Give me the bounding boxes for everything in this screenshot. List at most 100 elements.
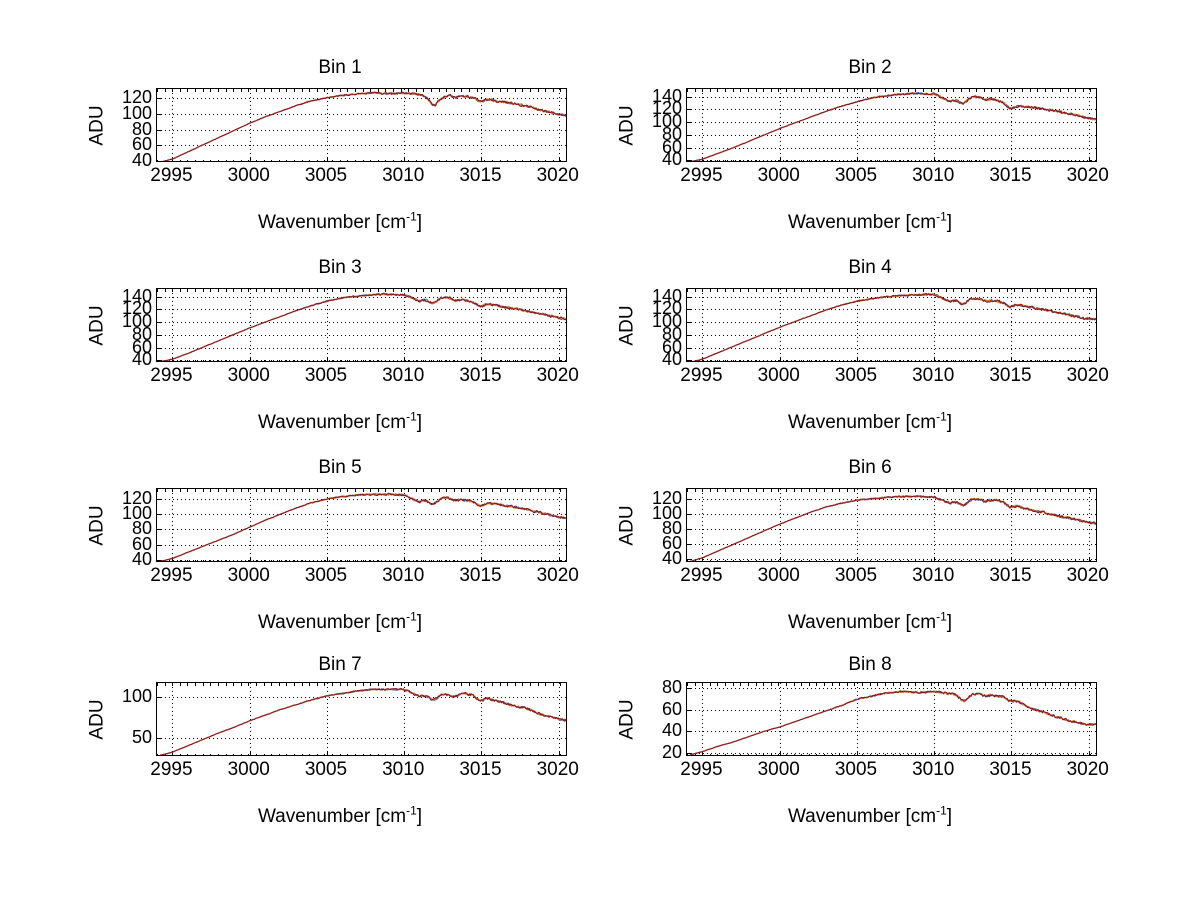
y-tick-label: 60 <box>661 136 682 157</box>
y-tick-label: 40 <box>131 150 152 171</box>
subplot-title: Bin 5 <box>318 457 362 478</box>
y-tick-label: 120 <box>121 487 152 508</box>
spectrum-line <box>160 687 566 755</box>
y-tick-label: 20 <box>661 741 682 762</box>
x-axis-label: Wavenumber [cm-1] <box>80 609 600 633</box>
x-tick-label: 3000 <box>227 365 270 386</box>
y-tick-labels: 40 60 80 100 120 140 <box>628 85 682 169</box>
x-tick-label: 3010 <box>912 759 955 780</box>
x-tick-label: 3005 <box>834 365 878 386</box>
x-axis-label-main: Wavenumber [cm <box>787 806 937 827</box>
subplot-6: Bin 6 ADU 40 60 80 100 120 2995 3000 3005 3010 3015… <box>610 458 1130 643</box>
y-tick-label: 120 <box>651 298 682 319</box>
x-tick-label: 3015 <box>459 365 502 386</box>
y-tick-label: 140 <box>121 285 152 306</box>
spectrum-line <box>159 688 566 755</box>
subplot-5: Bin 5 ADU 40 60 80 100 120 2995 3000 3005 3010 3015… <box>80 458 600 643</box>
y-tick-label: 120 <box>651 98 682 119</box>
x-tick-label: 3000 <box>757 165 800 186</box>
x-axis-label-exponent: -1 <box>406 209 417 224</box>
x-tick-label: 3005 <box>304 365 348 386</box>
x-axis-label-exponent: -1 <box>406 609 417 624</box>
spectrum-line <box>160 493 566 561</box>
y-tick-label: 140 <box>651 85 682 106</box>
x-axis-label-main: Wavenumber [cm <box>257 412 407 433</box>
y-tick-label: 120 <box>121 298 152 319</box>
x-tick-label: 3010 <box>382 165 425 186</box>
y-tick-label: 100 <box>121 311 152 332</box>
x-tick-label: 3005 <box>834 565 878 586</box>
x-axis-label-exponent: -1 <box>936 409 947 424</box>
y-tick-label: 60 <box>661 698 682 719</box>
y-tick-label: 100 <box>121 503 152 524</box>
x-tick-label: 2995 <box>150 165 193 186</box>
x-axis-label-main: Wavenumber [cm <box>787 612 937 633</box>
x-tick-label: 2995 <box>680 565 723 586</box>
x-axis-label: Wavenumber [cm-1] <box>610 805 1130 827</box>
x-tick-label: 3020 <box>536 165 579 186</box>
plot-svg <box>687 489 1096 561</box>
x-tick-label: 3010 <box>912 565 955 586</box>
y-tick-label: 120 <box>651 487 682 508</box>
y-tick-labels: 50 100 <box>98 682 152 756</box>
x-tick-label: 3015 <box>989 759 1032 780</box>
y-tick-label: 40 <box>661 720 682 741</box>
y-tick-label: 60 <box>661 532 682 553</box>
x-axis-label: Wavenumber [cm-1] <box>80 209 600 233</box>
x-tick-label: 3000 <box>757 565 800 586</box>
spectrum-line <box>689 495 1096 561</box>
plot-axes <box>686 682 1097 756</box>
x-axis-label: Wavenumber [cm-1] <box>610 409 1130 433</box>
x-axis-label-main: Wavenumber [cm <box>787 212 937 233</box>
x-axis-label-main: Wavenumber [cm <box>257 612 407 633</box>
x-tick-label: 3020 <box>536 565 579 586</box>
y-tick-label: 40 <box>131 349 152 370</box>
x-axis-label-tail: ] <box>416 612 423 633</box>
subplot-1: Bin 1 ADU 40 60 80 100 120 2995 3000 3005 3010 3015… <box>80 58 600 243</box>
subplot-3: Bin 3 ADU 40 60 80 100 120 140 2995 3000 3005 3010 3… <box>80 258 600 443</box>
plot-axes <box>156 488 567 562</box>
y-tick-label: 60 <box>131 336 152 357</box>
x-tick-label: 3015 <box>459 165 502 186</box>
plot-svg <box>157 89 566 161</box>
plot-svg <box>687 89 1096 161</box>
subplot-7: Bin 7 ADU 50 100 2995 3000 3005 3010 3015 3020 Wav… <box>80 655 600 837</box>
plot-axes <box>686 288 1097 362</box>
x-tick-label: 3000 <box>227 759 270 780</box>
x-axis-label-exponent: -1 <box>936 609 947 624</box>
spectrum-line <box>160 292 566 361</box>
spectrum-line <box>693 293 1096 361</box>
x-axis-label: Wavenumber [cm-1] <box>610 609 1130 633</box>
spectrum-line <box>690 495 1096 561</box>
x-axis-label-tail: ] <box>416 412 423 433</box>
x-tick-label: 3015 <box>459 759 502 780</box>
x-axis-label-exponent: -1 <box>406 803 417 818</box>
plot-svg <box>687 683 1096 755</box>
x-axis-label-main: Wavenumber [cm <box>257 212 407 233</box>
x-axis-label-tail: ] <box>946 412 953 433</box>
x-tick-label: 3005 <box>834 165 878 186</box>
subplot-8: Bin 8 ADU 20 40 60 80 2995 3000 3005 3010 3015 3020… <box>610 655 1130 837</box>
subplot-title: Bin 4 <box>848 257 892 278</box>
y-tick-label: 80 <box>131 323 152 344</box>
y-tick-label: 80 <box>661 677 682 698</box>
x-axis-label-tail: ] <box>946 612 953 633</box>
subplot-title: Bin 6 <box>848 457 892 478</box>
y-tick-labels: 40 60 80 100 120 140 <box>98 285 152 369</box>
plot-axes <box>686 88 1097 162</box>
plot-svg <box>157 489 566 561</box>
y-tick-label: 60 <box>131 533 152 554</box>
x-tick-label: 3010 <box>382 565 425 586</box>
spectrum-line <box>689 690 1096 755</box>
y-tick-label: 120 <box>121 86 152 107</box>
plot-svg <box>157 289 566 361</box>
y-tick-label: 140 <box>651 285 682 306</box>
spectrum-line <box>160 292 566 361</box>
x-tick-label: 2995 <box>150 565 193 586</box>
spectrum-line <box>692 293 1096 361</box>
y-tick-label: 100 <box>651 502 682 523</box>
x-tick-label: 2995 <box>150 365 193 386</box>
x-axis-label: Wavenumber [cm-1] <box>80 803 600 826</box>
x-axis-label-exponent: -1 <box>936 209 947 224</box>
spectrum-line <box>160 493 566 561</box>
